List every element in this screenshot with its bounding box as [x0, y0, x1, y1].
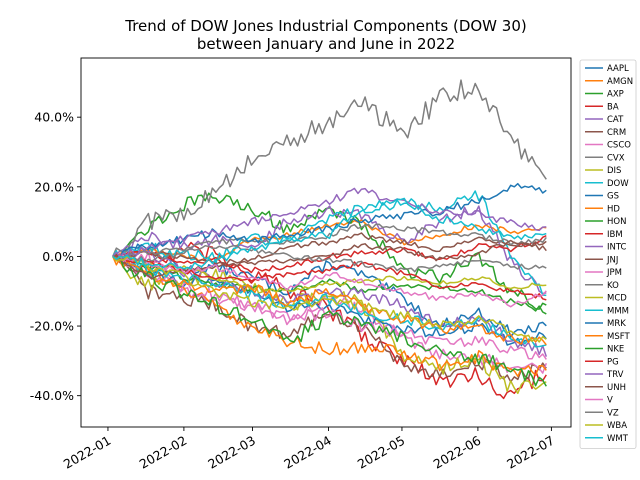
x-axis: 2022-01 2022-02 2022-03 2022-04 2022-05 2022-… [61, 427, 557, 472]
series-line-unh [112, 239, 547, 280]
legend-label: CVX [607, 153, 625, 163]
y-axis: -40.0% -20.0% 0.0% 20.0% 40.0% [30, 110, 81, 403]
series-line-hd [112, 253, 547, 378]
legend-label: CAT [607, 115, 624, 125]
series-line-trv [112, 187, 547, 258]
x-tick-label: 2022-05 [355, 433, 408, 472]
series-line-wmt [112, 197, 547, 270]
legend-label: HON [607, 217, 626, 227]
x-tick-label: 2022-04 [281, 433, 334, 472]
series-line-msft [112, 255, 547, 346]
y-tick-label: 20.0% [34, 179, 74, 194]
legend-label: AXP [607, 90, 624, 100]
legend-label: TRV [606, 370, 624, 380]
legend-label: VZ [607, 408, 619, 418]
chart-subtitle: between January and June in 2022 [197, 35, 455, 53]
x-tick-label: 2022-06 [431, 433, 484, 472]
legend-label: MSFT [607, 332, 630, 342]
legend-label: DIS [607, 166, 621, 176]
legend-label: UNH [607, 383, 626, 393]
legend-label: AAPL [607, 64, 629, 74]
x-tick-label: 2022-07 [504, 433, 557, 472]
legend-label: PG [607, 357, 619, 367]
y-tick-label: -20.0% [30, 319, 74, 334]
x-tick-label: 2022-03 [205, 433, 258, 472]
plot-lines [112, 79, 548, 400]
legend-label: MMM [607, 306, 629, 316]
series-line-ko [112, 223, 547, 258]
y-tick-label: 0.0% [42, 249, 74, 264]
x-tick-label: 2022-01 [61, 433, 114, 472]
legend-label: JPM [606, 268, 622, 278]
legend-label: V [607, 396, 613, 406]
plot-area-frame [80, 57, 572, 428]
series-line-vz [112, 244, 547, 273]
legend-label: CRM [607, 128, 626, 138]
series-line-jpm [112, 253, 547, 360]
legend-label: IBM [607, 230, 623, 240]
series-line-mcd [112, 255, 547, 294]
legend-label: KO [607, 281, 619, 291]
series-line-cat [112, 205, 547, 295]
legend-label: WBA [607, 421, 627, 431]
series-line-ibm [112, 235, 547, 274]
series-line-wba [112, 255, 547, 343]
legend-label: WMT [607, 434, 629, 444]
series-line-cvx [112, 79, 547, 257]
x-tick-label: 2022-02 [137, 433, 190, 472]
legend-label: CSCO [607, 141, 631, 151]
legend-label: GS [607, 192, 619, 202]
series-line-dow [112, 190, 547, 297]
legend-label: BA [607, 102, 619, 112]
chart-title: Trend of DOW Jones Industrial Components… [124, 17, 526, 35]
legend-label: INTC [607, 243, 627, 253]
legend-label: DOW [607, 179, 629, 189]
y-tick-label: 40.0% [34, 110, 74, 125]
series-line-nke [112, 253, 547, 387]
legend-label: MRK [607, 319, 626, 329]
legend-label: MCD [607, 294, 627, 304]
series-line-jnj [112, 232, 547, 265]
series-line-hon [112, 255, 547, 315]
y-tick-label: -40.0% [30, 388, 74, 403]
series-line-v [112, 255, 547, 308]
legend-label: NKE [607, 345, 624, 355]
legend-label: JNJ [606, 255, 618, 265]
legend: AAPL AMGN AXP BA CAT CRM CSCO CVX DIS DOW GS HD HON I… [579, 59, 637, 449]
legend-label: HD [607, 204, 620, 214]
legend-label: AMGN [607, 77, 633, 87]
series-line-mrk [112, 182, 547, 259]
